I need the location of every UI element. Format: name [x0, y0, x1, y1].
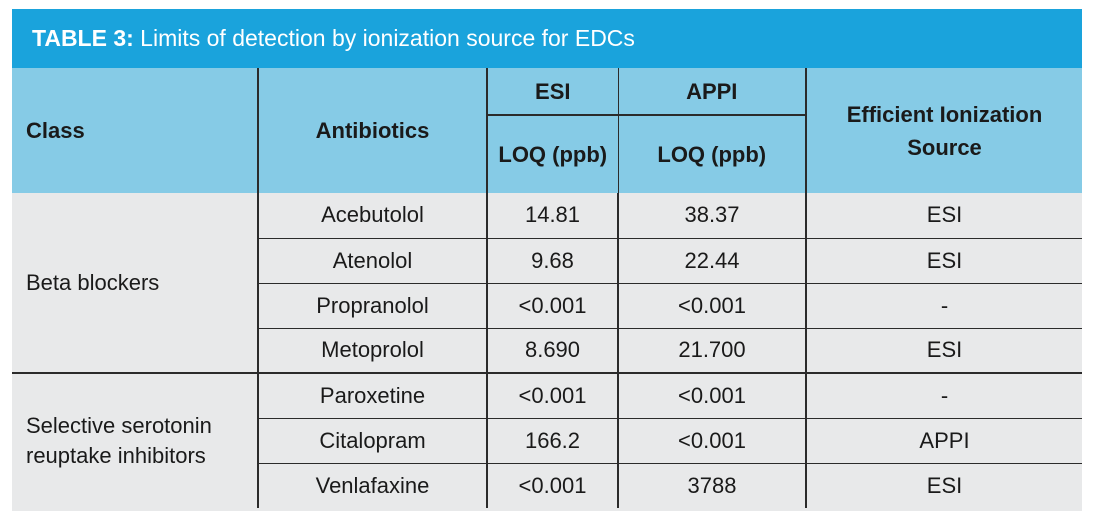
appi-cell: <0.001 [617, 418, 806, 464]
esi-cell: <0.001 [486, 283, 618, 329]
source-cell: ESI [805, 193, 1082, 239]
table-row: Selective serotonin reuptake inhibitors … [12, 373, 1082, 508]
esi-cell: <0.001 [486, 463, 618, 508]
source-cell: ESI [805, 463, 1082, 508]
table-row: Venlafaxine <0.001 3788 ESI [12, 463, 1082, 508]
drug-cell: Propranolol [257, 283, 487, 329]
esi-cell: 8.690 [486, 328, 618, 374]
table-row: Beta blockers Acebutolol 14.81 38.37 ESI [12, 193, 1082, 374]
source-cell: ESI [805, 328, 1082, 374]
source-cell: - [805, 373, 1082, 419]
drug-cell: Metoprolol [257, 328, 487, 374]
header-antibiotics: Antibiotics [257, 68, 487, 193]
header-esi: ESI [486, 68, 618, 116]
appi-cell: <0.001 [617, 283, 806, 329]
drug-cell: Atenolol [257, 238, 487, 284]
appi-cell: 38.37 [617, 193, 806, 239]
header-esi-loq: LOQ (ppb) [486, 115, 618, 193]
esi-cell: 14.81 [486, 193, 618, 239]
appi-cell: 22.44 [617, 238, 806, 284]
table-title-text: Limits of detection by ionization source… [133, 25, 635, 51]
esi-cell: 166.2 [486, 418, 618, 464]
table-row: Citalopram 166.2 <0.001 APPI [12, 418, 1082, 464]
appi-cell: <0.001 [617, 373, 806, 419]
source-cell: APPI [805, 418, 1082, 464]
esi-cell: <0.001 [486, 373, 618, 419]
header-appi: APPI [617, 68, 806, 116]
appi-cell: 21.700 [617, 328, 806, 374]
drug-cell: Venlafaxine [257, 463, 487, 508]
esi-cell: 9.68 [486, 238, 618, 284]
drug-cell: Acebutolol [257, 193, 487, 239]
table-row: Propranolol <0.001 <0.001 - [12, 283, 1082, 329]
table-frame: TABLE 3: Limits of detection by ionizati… [12, 9, 1082, 511]
appi-cell: 3788 [617, 463, 806, 508]
class-cell-beta-blockers: Beta blockers [12, 193, 258, 374]
drug-cell: Citalopram [257, 418, 487, 464]
header-appi-loq: LOQ (ppb) [617, 115, 806, 193]
header-class: Class [12, 68, 258, 193]
class-cell-ssri: Selective serotonin reuptake inhibitors [12, 373, 258, 508]
source-cell: ESI [805, 238, 1082, 284]
table-row: Metoprolol 8.690 21.700 ESI [12, 328, 1082, 374]
table-row: Atenolol 9.68 22.44 ESI [12, 238, 1082, 284]
table-title-prefix: TABLE 3: [32, 25, 134, 51]
drug-cell: Paroxetine [257, 373, 487, 419]
header-efficient-source: Efficient Ionization Source [805, 68, 1082, 193]
lod-table: Class Antibiotics ESI APPI Efficient Ion… [12, 68, 1082, 508]
table-title: TABLE 3: Limits of detection by ionizati… [12, 9, 1082, 68]
source-cell: - [805, 283, 1082, 329]
